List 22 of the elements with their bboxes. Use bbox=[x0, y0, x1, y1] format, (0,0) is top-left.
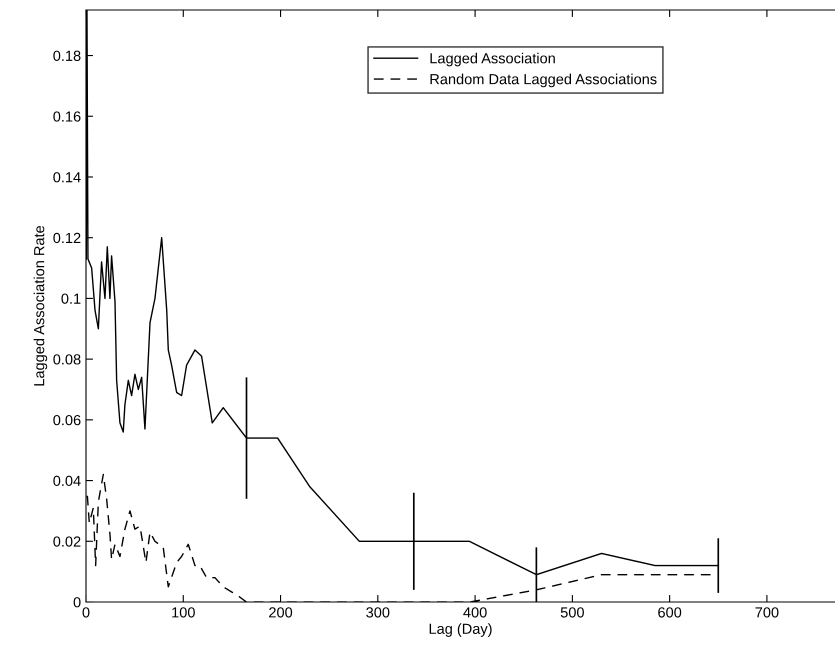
y-tick-label: 0.02 bbox=[53, 536, 80, 547]
x-tick-label: 600 bbox=[658, 607, 682, 618]
y-tick-label: 0 bbox=[74, 597, 81, 608]
y-axis-title: Lagged Association Rate bbox=[34, 226, 48, 386]
y-tick-label: 0.1 bbox=[61, 294, 80, 304]
y-tick-label: 0.18 bbox=[53, 50, 81, 61]
x-tick-label: 700 bbox=[755, 607, 779, 618]
legend-label: Lagged Association bbox=[430, 52, 555, 66]
y-tick-label: 0.06 bbox=[53, 414, 80, 426]
x-axis-title: Lag (Day) bbox=[430, 623, 492, 637]
y-tick-label: 0.16 bbox=[53, 111, 80, 122]
legend-label: Random Data Lagged Associations bbox=[430, 74, 657, 88]
x-tick-label: 200 bbox=[269, 607, 292, 618]
y-tick-label: 0.04 bbox=[53, 476, 81, 486]
x-tick-label: 0 bbox=[82, 607, 90, 618]
x-tick-label: 400 bbox=[463, 607, 487, 618]
y-tick-label: 0.14 bbox=[53, 172, 81, 182]
y-tick-label: 0.08 bbox=[53, 354, 81, 365]
x-tick-label: 300 bbox=[366, 607, 390, 618]
x-tick-label: 100 bbox=[172, 607, 195, 618]
x-tick-label: 500 bbox=[560, 607, 584, 618]
y-tick-label: 0.12 bbox=[53, 232, 80, 244]
